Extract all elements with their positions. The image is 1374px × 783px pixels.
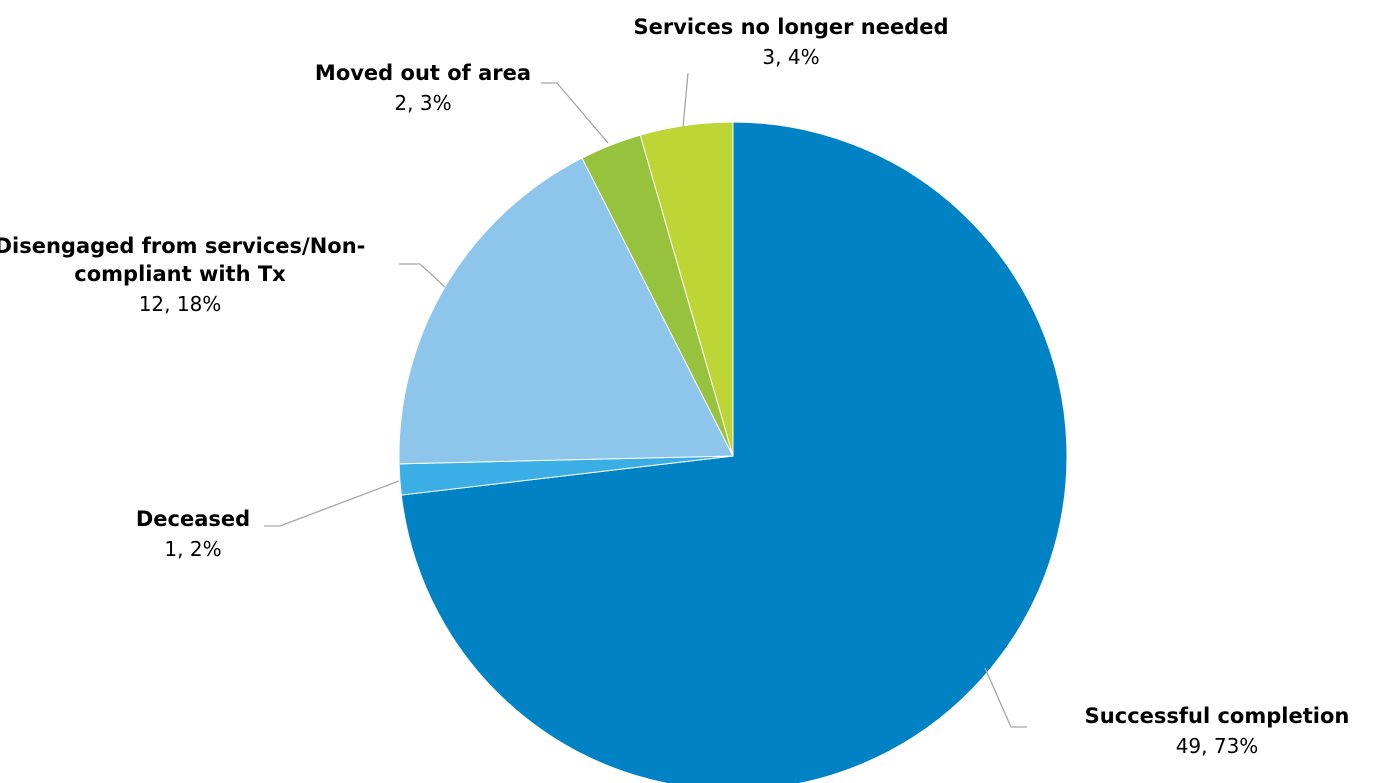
slice-label-disengaged-from-services-non-compliant-with-tx: compliant with Tx — [74, 262, 286, 286]
pie-slice-services-no-longer-needed — [639, 121, 734, 457]
slice-label-successful-completion: Successful completion — [1085, 704, 1350, 728]
slice-value-successful-completion: 49, 73% — [1176, 734, 1259, 758]
leader-line-moved-out-of-area — [541, 82, 609, 144]
pie-slice-successful-completion — [400, 121, 1068, 783]
pie-slice-disengaged-from-services-non-compliant-with-tx — [398, 157, 734, 465]
slice-label-moved-out-of-area: Moved out of area — [315, 61, 531, 85]
data-labels: Successful completion 49, 73% Deceased 1, 2… — [0, 15, 1349, 758]
slice-value-deceased: 1, 2% — [164, 537, 221, 561]
leader-line-successful-completion — [984, 667, 1027, 728]
slice-label-services-no-longer-needed: Services no longer needed — [633, 15, 948, 39]
pie-slices — [398, 121, 1068, 783]
leader-line-services-no-longer-needed — [682, 72, 689, 128]
slice-value-disengaged-from-services-non-compliant-with-tx: 12, 18% — [139, 292, 222, 316]
leader-line-disengaged-from-services-non-compliant-with-tx — [399, 263, 446, 288]
slice-value-moved-out-of-area: 2, 3% — [394, 91, 451, 115]
leader-lines — [264, 72, 1027, 728]
leader-line-deceased — [264, 480, 400, 527]
slice-value-services-no-longer-needed: 3, 4% — [762, 45, 819, 69]
slice-label-disengaged-from-services-non-compliant-with-tx: Disengaged from services/Non- — [0, 234, 365, 258]
slice-label-deceased: Deceased — [136, 507, 250, 531]
